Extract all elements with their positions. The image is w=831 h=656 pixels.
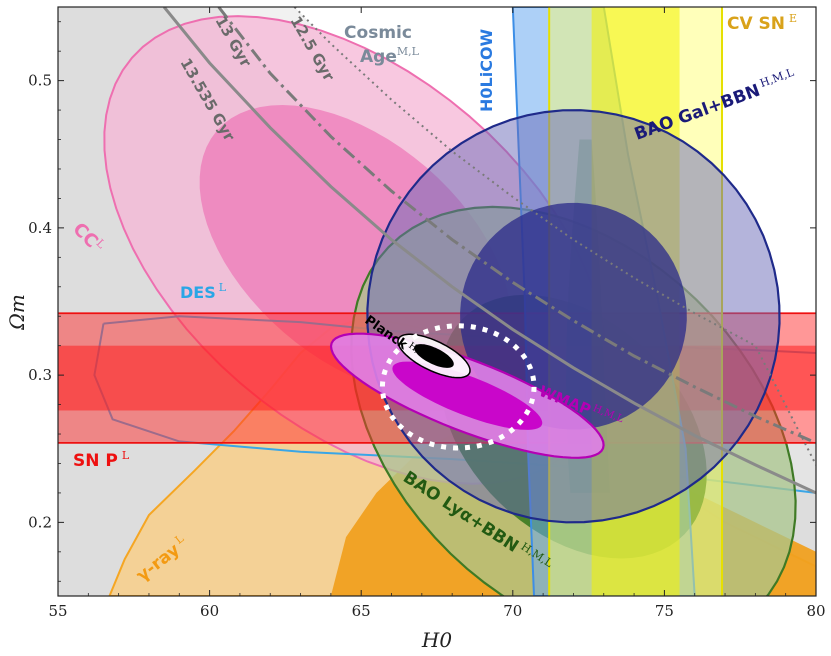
- cosmic-age-curve-0: [217, 7, 816, 445]
- x-tick-label: 75: [655, 602, 674, 620]
- axes: 55 60 65 70 75 80 0.2 0.3 0.4 0.5: [28, 7, 826, 620]
- label-cv-sn: CV SN E: [727, 12, 797, 34]
- planck-contour-1sigma: [414, 344, 454, 368]
- x-tick-label: 65: [352, 602, 371, 620]
- wmap-contour-1sigma: [392, 361, 543, 430]
- x-tick-label: 55: [48, 602, 67, 620]
- label-h0licow: H0LiCOW: [477, 28, 496, 112]
- label-age: AgeM,L: [360, 45, 420, 67]
- label-des: DES L: [180, 281, 227, 302]
- x-tick-label: 80: [806, 602, 825, 620]
- x-tick-label: 60: [200, 602, 219, 620]
- plot-area: [58, 7, 816, 596]
- y-tick-label: 0.3: [28, 366, 52, 384]
- bao-gal-contour-1sigma: [460, 202, 687, 430]
- plot-frame: [57, 6, 817, 597]
- y-tick-label: 0.4: [28, 219, 52, 237]
- y-tick-label: 0.2: [28, 513, 52, 531]
- x-axis-title: H0: [421, 628, 452, 652]
- y-tick-label: 0.5: [28, 72, 52, 90]
- cosmic-age-curve-1: [293, 7, 816, 466]
- white-dotted-circle: [379, 323, 537, 451]
- label-cosmic: Cosmic: [344, 23, 412, 43]
- x-tick-label: 70: [503, 602, 522, 620]
- cosmic-age-curve-2: [162, 7, 816, 495]
- y-axis-title: Ωm: [5, 294, 29, 331]
